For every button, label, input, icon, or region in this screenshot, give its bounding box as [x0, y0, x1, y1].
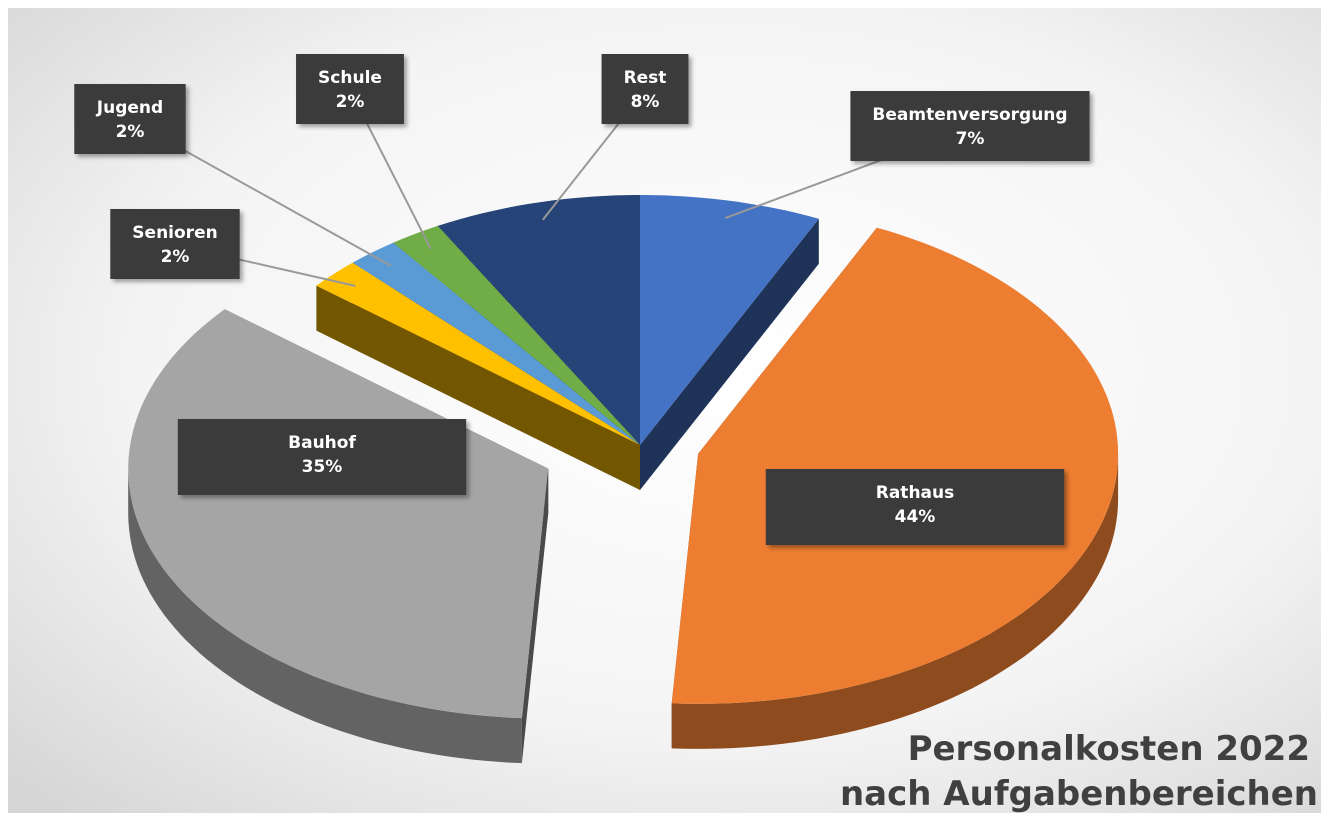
- label-name: Bauhof: [288, 433, 356, 453]
- slice: [671, 227, 1119, 704]
- label-value: 8%: [631, 92, 660, 112]
- slice: [316, 262, 640, 445]
- chart-title: nach Aufgabenbereichen: [840, 774, 1318, 814]
- data-label: Jugend 2%: [74, 84, 392, 267]
- slice: [393, 225, 640, 445]
- slice-side: [128, 468, 522, 764]
- label-box: [74, 84, 186, 154]
- label-box: [177, 419, 467, 495]
- slice: [640, 195, 819, 445]
- data-label: Bauhof 35%: [177, 419, 467, 495]
- slice-side: [521, 468, 549, 764]
- label-name: Schule: [318, 68, 382, 88]
- slice: [437, 195, 640, 445]
- label-box: [601, 54, 689, 124]
- label-name: Rest: [624, 68, 667, 88]
- label-box: [110, 209, 240, 279]
- slice-side: [671, 453, 1119, 749]
- label-value: 2%: [116, 122, 145, 142]
- label-value: 44%: [895, 507, 936, 527]
- label-name: Rathaus: [876, 483, 954, 503]
- label-name: Jugend: [96, 98, 163, 118]
- label-value: 2%: [336, 92, 365, 112]
- slice-side: [316, 285, 640, 490]
- label-box: [850, 91, 1090, 161]
- label-box: [765, 469, 1065, 545]
- slice: [352, 242, 640, 445]
- data-label: Rest 8%: [542, 54, 689, 221]
- label-value: 2%: [161, 247, 190, 267]
- chart-title: Personalkosten 2022: [908, 729, 1310, 769]
- label-name: Beamtenversorgung: [872, 105, 1067, 125]
- label-box: [296, 54, 404, 124]
- data-label: Rathaus 44%: [765, 469, 1065, 545]
- label-name: Senioren: [132, 223, 217, 243]
- slice: [128, 309, 549, 719]
- label-value: 35%: [302, 457, 343, 477]
- data-label: Beamtenversorgung 7%: [724, 91, 1090, 220]
- slice-side: [640, 218, 819, 490]
- data-label: Senioren 2%: [110, 209, 356, 287]
- label-value: 7%: [956, 129, 985, 149]
- data-label: Schule 2%: [296, 54, 432, 250]
